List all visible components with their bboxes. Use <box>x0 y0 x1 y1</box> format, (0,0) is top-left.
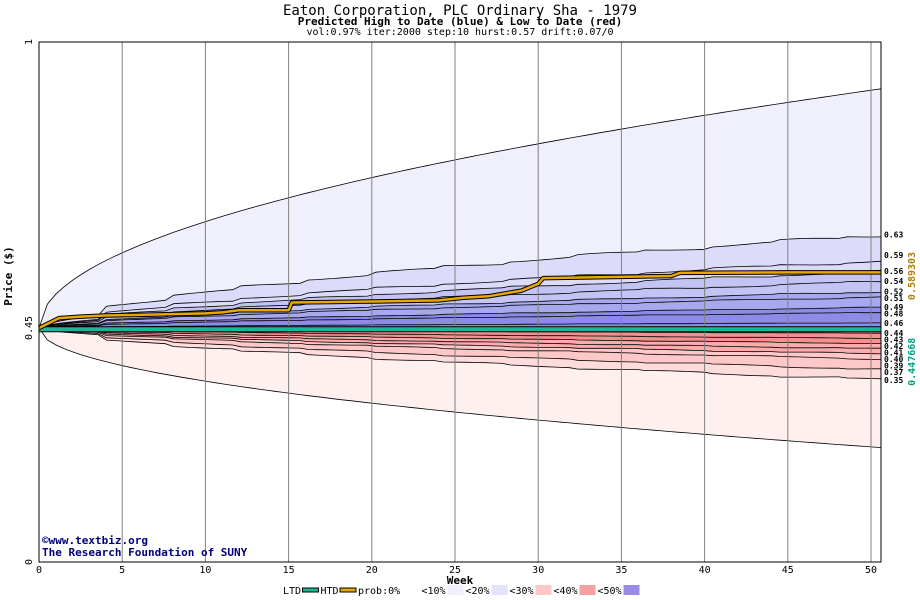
legend-swatch <box>623 585 640 595</box>
right-band-label: 0.42 <box>884 342 903 351</box>
right-band-label: 0.44 <box>884 329 903 338</box>
low-band-area <box>39 328 881 354</box>
low-band-area <box>39 328 881 369</box>
right-band-label: 0.49 <box>884 303 903 312</box>
credit-site-text: www.textbiz.org <box>48 534 148 547</box>
legend-label: <40% <box>554 586 578 597</box>
legend-label: <50% <box>598 586 622 597</box>
legend-label: <20% <box>466 586 490 597</box>
x-tick-label: 25 <box>449 565 461 576</box>
high-band-line <box>38 322 881 329</box>
legend-label: <10% <box>422 586 446 597</box>
low-band-line <box>38 327 882 355</box>
chart-subtitle: Predicted High to Date (blue) & Low to D… <box>297 15 623 28</box>
x-axis-label: Week <box>447 574 474 587</box>
legend-swatch <box>491 585 508 595</box>
right-low-value: 0.447668 <box>907 338 918 386</box>
legend-layer: LTD HTD prob:0% <10% <20% <30% <40% <50% <box>283 585 640 597</box>
low-band-area <box>39 328 881 360</box>
band-layer <box>38 88 882 448</box>
low-band-line <box>38 327 881 370</box>
legend-label: <30% <box>510 586 534 597</box>
legend-label: LTD <box>283 586 301 597</box>
right-band-label: 0.35 <box>884 376 903 385</box>
high-band-line <box>38 260 882 329</box>
right-band-label: 0.43 <box>884 336 903 345</box>
y-tick-label: 1 <box>24 39 35 45</box>
low-band-line <box>38 327 881 360</box>
right-band-label: 0.51 <box>884 294 903 303</box>
right-band-label: 0.52 <box>884 288 903 297</box>
x-tick-label: 40 <box>699 565 711 576</box>
legend-swatch <box>339 587 357 593</box>
legend-swatch <box>302 587 319 593</box>
right-band-label: 0.40 <box>884 355 903 364</box>
right-band-label: 0.37 <box>884 368 903 377</box>
x-tick-label: 5 <box>119 565 125 576</box>
credit-site[interactable]: ©www.textbiz.org <box>42 534 148 547</box>
prob-high-line <box>38 271 881 330</box>
high-band-line <box>38 306 881 329</box>
y-axis-label: Price ($) <box>2 246 15 306</box>
x-tick-label: 10 <box>199 565 211 576</box>
right-high-value: 0.589303 <box>907 252 918 300</box>
low-band-area <box>39 328 881 448</box>
high-band-area <box>39 281 881 328</box>
high-band-line <box>38 88 882 329</box>
high-band-line <box>38 312 881 329</box>
legend-label: HTD <box>321 586 339 597</box>
right-band-label: 0.41 <box>884 349 903 358</box>
chart-parameters: vol:0.97% iter:2000 step:10 hurst:0.57 d… <box>306 27 614 38</box>
high-band-area <box>39 270 881 328</box>
line-layer <box>38 270 881 333</box>
right-band-label: 0.59 <box>884 251 903 260</box>
high-band-line <box>38 236 882 329</box>
low-band-line <box>38 327 882 344</box>
y-tick-label: 0.45 <box>24 316 35 340</box>
high-band-line <box>38 269 882 329</box>
legend-swatch <box>447 585 464 595</box>
low-band-area <box>39 328 881 379</box>
x-tick-label: 35 <box>615 565 627 576</box>
low-band-area <box>39 328 881 344</box>
right-band-label: 0.48 <box>884 310 903 319</box>
grid-layer <box>121 42 872 562</box>
legend-label: prob:0% <box>358 586 400 597</box>
x-tick-label: 30 <box>532 565 544 576</box>
x-tick-label: 45 <box>782 565 794 576</box>
low-band-line <box>38 327 881 349</box>
x-tick-label: 20 <box>366 565 378 576</box>
high-band-area <box>39 292 881 328</box>
x-tick-label: 15 <box>283 565 295 576</box>
high-band-area <box>39 296 881 328</box>
axes-layer <box>38 41 882 563</box>
x-tick-label: 50 <box>865 565 877 576</box>
y-tick-label: 0 <box>24 559 35 565</box>
right-band-label: 0.39 <box>884 362 903 371</box>
right-band-label: 0.46 <box>884 319 903 328</box>
high-band-line <box>38 296 882 329</box>
high-band-area <box>39 236 881 328</box>
credit-org: The Research Foundation of SUNY <box>42 546 248 559</box>
right-band-label: 0.63 <box>884 230 903 239</box>
low-band-line <box>38 327 882 380</box>
right-band-label: 0.54 <box>884 277 903 286</box>
high-band-area <box>39 312 881 328</box>
legend-swatch <box>403 585 420 595</box>
legend-swatch <box>579 585 596 595</box>
legend-swatch <box>535 585 552 595</box>
label-layer: 0 5 10 15 20 25 30 35 40 45 50 Week 0 0.45 1 Price ($) 0… <box>2 39 918 587</box>
low-band-area <box>39 328 881 349</box>
right-band-label: 0.56 <box>884 267 903 276</box>
high-band-area <box>39 307 881 328</box>
plot-frame <box>38 41 882 563</box>
chart-title: Eaton Corporation, PLC Ordinary Sha - 19… <box>282 3 637 19</box>
high-band-area <box>39 88 881 328</box>
low-band-line <box>38 327 882 448</box>
x-tick-label: 0 <box>36 565 42 576</box>
